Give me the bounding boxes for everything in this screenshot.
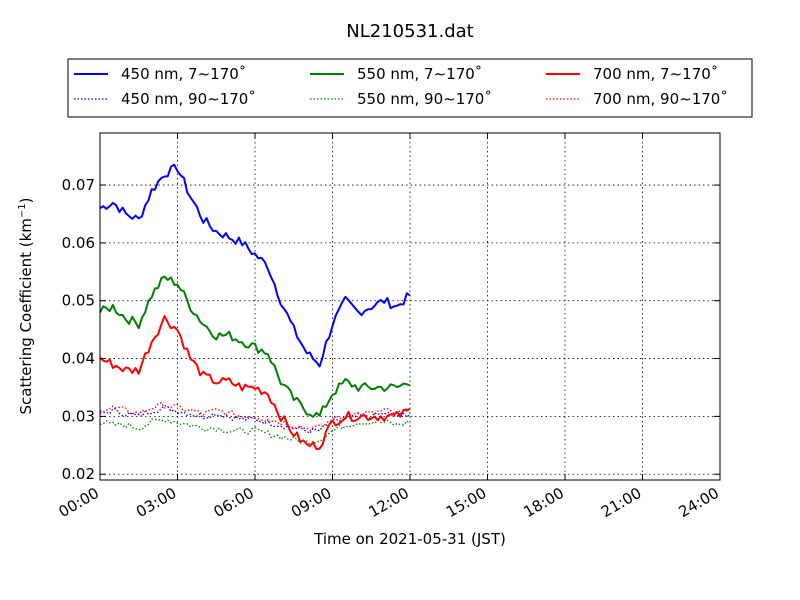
x-tick-label: 12:00 bbox=[366, 484, 412, 521]
chart-title: NL210531.dat bbox=[346, 21, 473, 42]
legend-label: 550 nm, 90∼170˚ bbox=[357, 90, 492, 108]
y-tick-label: 0.07 bbox=[62, 176, 95, 194]
y-tick-label: 0.06 bbox=[62, 234, 95, 252]
y-axis-label-text: Scattering Coefficient (km bbox=[17, 218, 35, 414]
series-line bbox=[99, 315, 411, 451]
y-axis-label: Scattering Coefficient (km−1) bbox=[17, 197, 35, 414]
legend-box bbox=[67, 58, 753, 118]
x-tick-label: 06:00 bbox=[211, 484, 257, 521]
x-axis-label: Time on 2021-05-31 (JST) bbox=[313, 530, 506, 548]
x-tick-label: 24:00 bbox=[676, 484, 722, 521]
legend-label: 450 nm, 90∼170˚ bbox=[121, 90, 256, 108]
series-line bbox=[99, 275, 411, 418]
legend-label: 700 nm, 7∼170˚ bbox=[593, 65, 718, 83]
x-tick-label: 21:00 bbox=[598, 484, 644, 521]
series-line bbox=[99, 418, 411, 446]
x-tick-labels: 00:00 03:00 06:00 09:00 12:00 15:00 18:00 21:00… bbox=[56, 484, 722, 521]
legend-label: 450 nm, 7∼170˚ bbox=[121, 65, 246, 83]
series-line bbox=[99, 402, 411, 432]
x-tick-label: 18:00 bbox=[521, 484, 567, 521]
x-tick-label: 15:00 bbox=[443, 484, 489, 521]
y-tick-label: 0.04 bbox=[62, 350, 95, 368]
series-line bbox=[99, 404, 411, 434]
x-tick-label: 03:00 bbox=[133, 484, 179, 521]
axis-ticks bbox=[99, 133, 721, 480]
x-tick-label: 00:00 bbox=[56, 484, 102, 521]
x-tick-label: 09:00 bbox=[288, 484, 334, 521]
y-tick-label: 0.02 bbox=[62, 465, 95, 483]
series-line bbox=[99, 163, 411, 368]
y-tick-label: 0.05 bbox=[62, 292, 95, 310]
grid-lines bbox=[100, 133, 720, 480]
legend-label: 700 nm, 90∼170˚ bbox=[593, 90, 728, 108]
series-layer bbox=[99, 163, 411, 451]
y-axis-label-close: ) bbox=[17, 197, 35, 203]
y-tick-labels: 0.02 0.03 0.04 0.05 0.06 0.07 bbox=[62, 176, 95, 483]
y-tick-label: 0.03 bbox=[62, 407, 95, 425]
y-axis-label-exponent: −1 bbox=[17, 203, 28, 218]
legend-label: 550 nm, 7∼170˚ bbox=[357, 65, 482, 83]
legend: 450 nm, 7∼170˚ 450 nm, 90∼170˚ 550 nm, 7∼1… bbox=[67, 58, 753, 118]
